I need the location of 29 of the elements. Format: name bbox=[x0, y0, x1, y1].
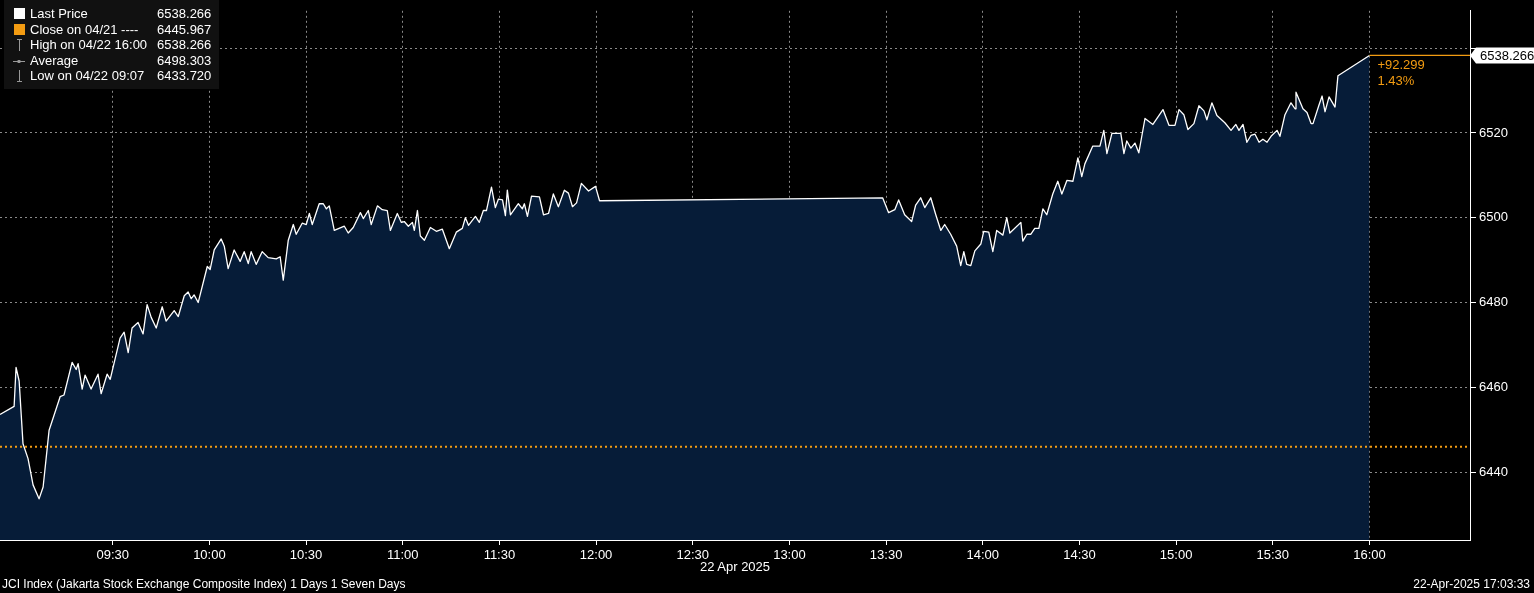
y-tick-label: 6500 bbox=[1479, 209, 1508, 225]
x-tick-label: 12:00 bbox=[579, 547, 613, 563]
y-tick-label: 6480 bbox=[1479, 294, 1508, 310]
text: Close on 04/21 ---- 6445.967 bbox=[30, 21, 212, 37]
text: JCI Index (Jakarta Stock Exchange Composite Index) 1 Days 1 Seven Days bbox=[2, 577, 406, 591]
text: Average 6498.303 bbox=[30, 52, 212, 68]
x-tick-label: 10:00 bbox=[193, 547, 226, 563]
x-tick-label: 11:30 bbox=[483, 547, 516, 563]
x-tick-label: 14:00 bbox=[966, 547, 1000, 563]
y-tick-label: 6460 bbox=[1479, 378, 1508, 394]
annotation: High on 04/22 16:00 6538.266 bbox=[30, 37, 212, 53]
annotation: +92.299 bbox=[1377, 56, 1425, 72]
x-tick-label: 11:00 bbox=[386, 547, 419, 563]
y-tick-label: 6440 bbox=[1479, 463, 1508, 479]
y-tick-label: 6520 bbox=[1479, 124, 1508, 140]
x-tick-label: 15:30 bbox=[1256, 547, 1290, 563]
x-tick-label: 10:30 bbox=[289, 547, 323, 563]
legend-label: Last Price bbox=[30, 6, 88, 22]
x-tick-label: 16:00 bbox=[1353, 547, 1386, 563]
text: 22-Apr-2025 17:03:33 bbox=[1413, 577, 1530, 591]
x-tick-label: 09:30 bbox=[96, 547, 129, 563]
x-tick-label: 13:30 bbox=[869, 547, 903, 563]
data-label: 6538.266 bbox=[1480, 48, 1534, 64]
annotation: 1.43% bbox=[1377, 72, 1415, 88]
x-tick-label: 14:30 bbox=[1063, 547, 1096, 563]
x-tick-label: 13:00 bbox=[773, 547, 806, 563]
text: 6538.266 bbox=[157, 6, 212, 21]
x-tick-label: 15:00 bbox=[1159, 547, 1193, 563]
annotation: Low on 04/22 09:07 6433.720 bbox=[30, 68, 212, 84]
